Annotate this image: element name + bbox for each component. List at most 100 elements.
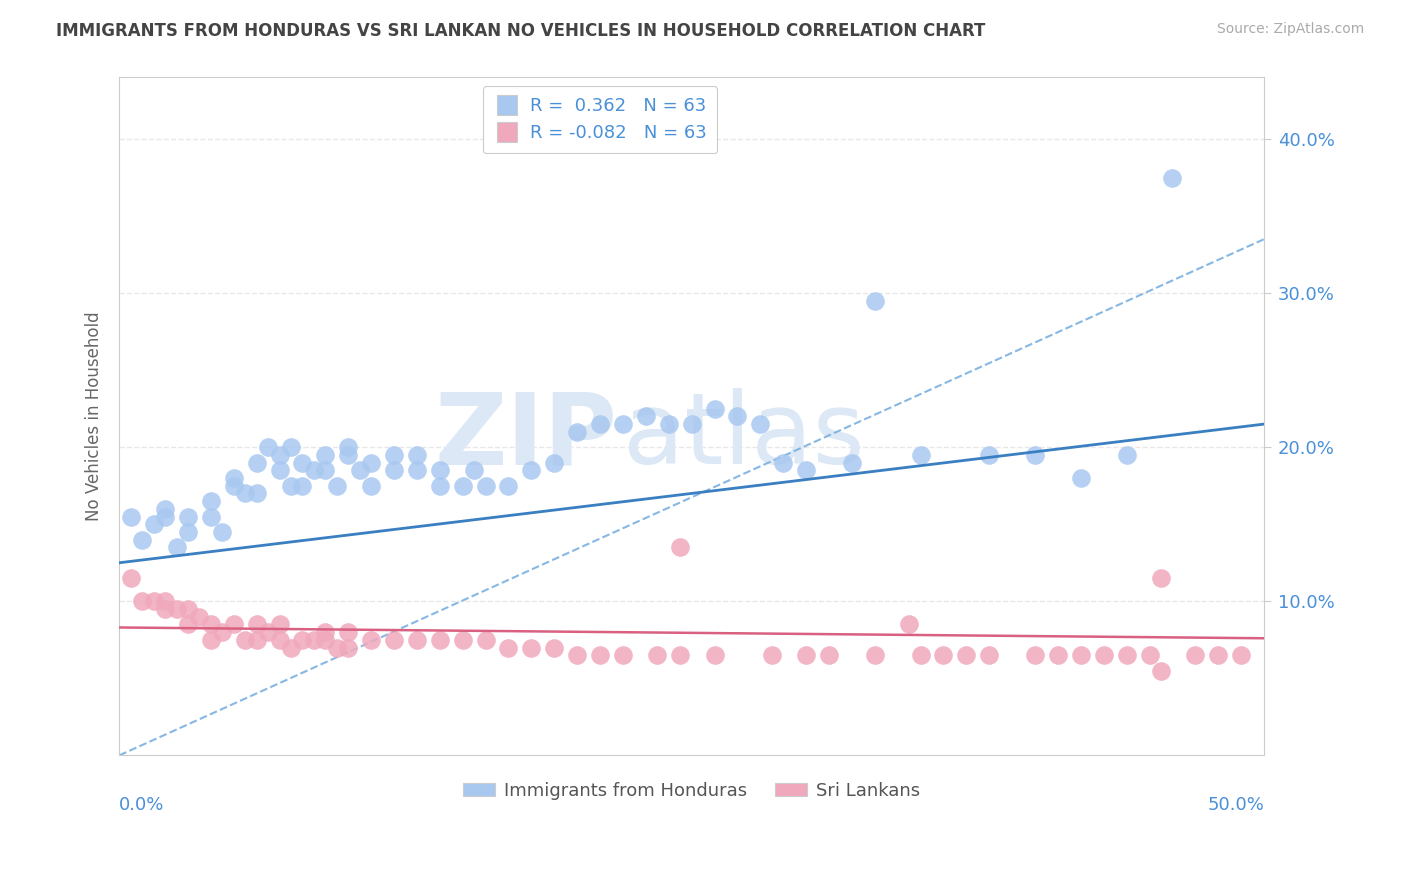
Point	[429, 632, 451, 647]
Point	[211, 524, 233, 539]
Point	[269, 617, 291, 632]
Point	[1184, 648, 1206, 663]
Point	[153, 594, 176, 608]
Point	[142, 594, 165, 608]
Point	[349, 463, 371, 477]
Point	[166, 541, 188, 555]
Point	[1070, 648, 1092, 663]
Point	[498, 640, 520, 655]
Point	[520, 463, 543, 477]
Point	[772, 456, 794, 470]
Point	[360, 456, 382, 470]
Point	[131, 533, 153, 547]
Point	[153, 501, 176, 516]
Point	[291, 632, 314, 647]
Point	[200, 509, 222, 524]
Point	[153, 602, 176, 616]
Point	[177, 524, 200, 539]
Point	[794, 648, 817, 663]
Point	[166, 602, 188, 616]
Point	[669, 541, 692, 555]
Point	[1150, 571, 1173, 585]
Point	[1206, 648, 1229, 663]
Point	[1024, 448, 1046, 462]
Point	[1115, 448, 1137, 462]
Point	[863, 293, 886, 308]
Point	[1230, 648, 1253, 663]
Point	[177, 509, 200, 524]
Point	[1092, 648, 1115, 663]
Point	[337, 440, 360, 454]
Point	[222, 479, 245, 493]
Point	[645, 648, 668, 663]
Point	[246, 456, 269, 470]
Point	[233, 632, 256, 647]
Point	[1070, 471, 1092, 485]
Point	[153, 509, 176, 524]
Point	[841, 456, 863, 470]
Point	[979, 648, 1001, 663]
Point	[703, 648, 725, 663]
Point	[337, 640, 360, 655]
Point	[211, 625, 233, 640]
Point	[543, 640, 565, 655]
Point	[222, 471, 245, 485]
Point	[177, 617, 200, 632]
Point	[326, 640, 349, 655]
Point	[337, 448, 360, 462]
Point	[863, 648, 886, 663]
Text: atlas: atlas	[623, 388, 865, 485]
Point	[382, 632, 405, 647]
Point	[314, 632, 336, 647]
Point	[725, 409, 748, 424]
Point	[406, 632, 429, 647]
Point	[326, 479, 349, 493]
Point	[1115, 648, 1137, 663]
Point	[302, 463, 325, 477]
Point	[565, 425, 588, 439]
Point	[269, 463, 291, 477]
Point	[200, 632, 222, 647]
Point	[463, 463, 485, 477]
Point	[612, 648, 634, 663]
Point	[257, 440, 280, 454]
Point	[269, 632, 291, 647]
Text: ZIP: ZIP	[434, 388, 617, 485]
Point	[543, 456, 565, 470]
Point	[932, 648, 955, 663]
Text: 50.0%: 50.0%	[1208, 796, 1264, 814]
Point	[120, 509, 142, 524]
Point	[703, 401, 725, 416]
Point	[360, 632, 382, 647]
Point	[1024, 648, 1046, 663]
Point	[291, 479, 314, 493]
Point	[520, 640, 543, 655]
Point	[612, 417, 634, 431]
Point	[382, 448, 405, 462]
Point	[360, 479, 382, 493]
Point	[200, 617, 222, 632]
Point	[565, 648, 588, 663]
Point	[634, 409, 657, 424]
Point	[246, 486, 269, 500]
Point	[314, 463, 336, 477]
Point	[1161, 170, 1184, 185]
Point	[291, 456, 314, 470]
Point	[658, 417, 681, 431]
Point	[749, 417, 772, 431]
Point	[406, 463, 429, 477]
Point	[498, 479, 520, 493]
Point	[761, 648, 783, 663]
Point	[451, 632, 474, 647]
Point	[337, 625, 360, 640]
Point	[1150, 664, 1173, 678]
Point	[200, 494, 222, 508]
Point	[429, 463, 451, 477]
Point	[314, 625, 336, 640]
Y-axis label: No Vehicles in Household: No Vehicles in Household	[86, 311, 103, 521]
Point	[280, 440, 302, 454]
Point	[280, 640, 302, 655]
Point	[910, 448, 932, 462]
Point	[451, 479, 474, 493]
Point	[382, 463, 405, 477]
